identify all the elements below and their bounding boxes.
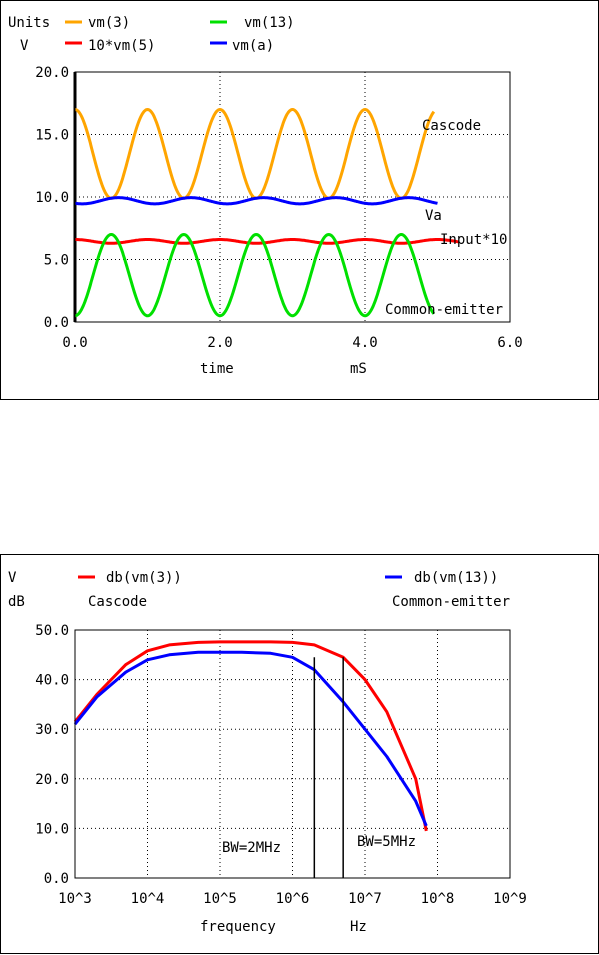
x-tick-label: 6.0 (497, 335, 522, 351)
y-unit-label-db: dB (8, 594, 25, 610)
x-tick-label: 0.0 (62, 335, 87, 351)
y-unit-label: V (20, 38, 29, 54)
bandwidth-markers (313, 657, 344, 878)
annotation-va: Va (425, 208, 442, 224)
frequency-chart: V dB db(vm(3)) Cascode db(vm(13)) Common… (0, 554, 599, 954)
legend-label-vm13: vm(13) (244, 15, 295, 31)
x-tick-label: 10^3 (58, 891, 92, 907)
y-tick-label: 15.0 (35, 128, 69, 144)
annotation-common-emitter: Common-emitter (385, 302, 503, 318)
y-unit-label-v: V (8, 570, 17, 586)
x-tick-label: 10^5 (203, 891, 237, 907)
x-tick-label: 10^7 (348, 891, 382, 907)
annotation-bw-2mhz: BW=2MHz (222, 840, 281, 856)
series-line-db-vm-3- (73, 640, 428, 832)
tick-labels: 10^3 10^4 10^5 10^6 10^7 10^8 10^9 0.0 10.0 20.0 3… (35, 623, 527, 907)
x-tick-label: 10^6 (276, 891, 310, 907)
y-tick-label: 0.0 (44, 315, 69, 331)
series-line-vm-a- (74, 196, 438, 206)
x-unit-label: mS (350, 361, 367, 377)
y-tick-label: 40.0 (35, 673, 69, 689)
annotation-input: Input*10 (440, 232, 507, 248)
y-tick-label: 30.0 (35, 722, 69, 738)
legend: Units V vm(3) vm(13) 10*vm(5) vm(a) (8, 15, 295, 54)
y-tick-label: 0.0 (44, 871, 69, 887)
legend-label-vma: vm(a) (232, 38, 274, 54)
plot-area (74, 629, 511, 879)
series-line-vm-13- (74, 232, 436, 318)
series-lines (74, 107, 460, 318)
x-tick-label: 2.0 (207, 335, 232, 351)
series-lines (73, 640, 428, 832)
y-tick-label: 10.0 (35, 190, 69, 206)
annotation-bw-5mhz: BW=5MHz (357, 834, 416, 850)
chart-frame (0, 554, 599, 954)
transient-chart: Units V vm(3) vm(13) 10*vm(5) vm(a) 0.0 2… (0, 0, 599, 400)
legend-subtitle-common-emitter: Common-emitter (392, 594, 510, 610)
x-tick-label: 10^8 (421, 891, 455, 907)
x-tick-label: 10^4 (131, 891, 165, 907)
legend: V dB db(vm(3)) Cascode db(vm(13)) Common… (8, 570, 510, 610)
legend-subtitle-cascode: Cascode (88, 594, 147, 610)
y-tick-label: 5.0 (44, 253, 69, 269)
tick-labels: 0.0 2.0 4.0 6.0 0.0 5.0 10.0 15.0 20.0 (35, 65, 522, 351)
y-tick-label: 10.0 (35, 821, 69, 837)
x-axis-label: frequency (200, 919, 276, 935)
series-line-db-vm-13- (73, 650, 428, 827)
x-axis-label: time (200, 361, 234, 377)
x-unit-label: Hz (350, 919, 367, 935)
units-label: Units (8, 15, 50, 31)
legend-label-10vm5: 10*vm(5) (88, 38, 155, 54)
gridlines (75, 630, 510, 878)
y-tick-label: 20.0 (35, 65, 69, 81)
legend-label-dbvm3: db(vm(3)) (106, 570, 182, 586)
x-tick-label: 4.0 (352, 335, 377, 351)
legend-label-vm3: vm(3) (88, 15, 130, 31)
y-tick-label: 50.0 (35, 623, 69, 639)
plot-area (74, 71, 511, 323)
annotation-cascode: Cascode (422, 118, 481, 134)
legend-label-dbvm13: db(vm(13)) (414, 570, 498, 586)
x-tick-label: 10^9 (493, 891, 527, 907)
y-tick-label: 20.0 (35, 772, 69, 788)
